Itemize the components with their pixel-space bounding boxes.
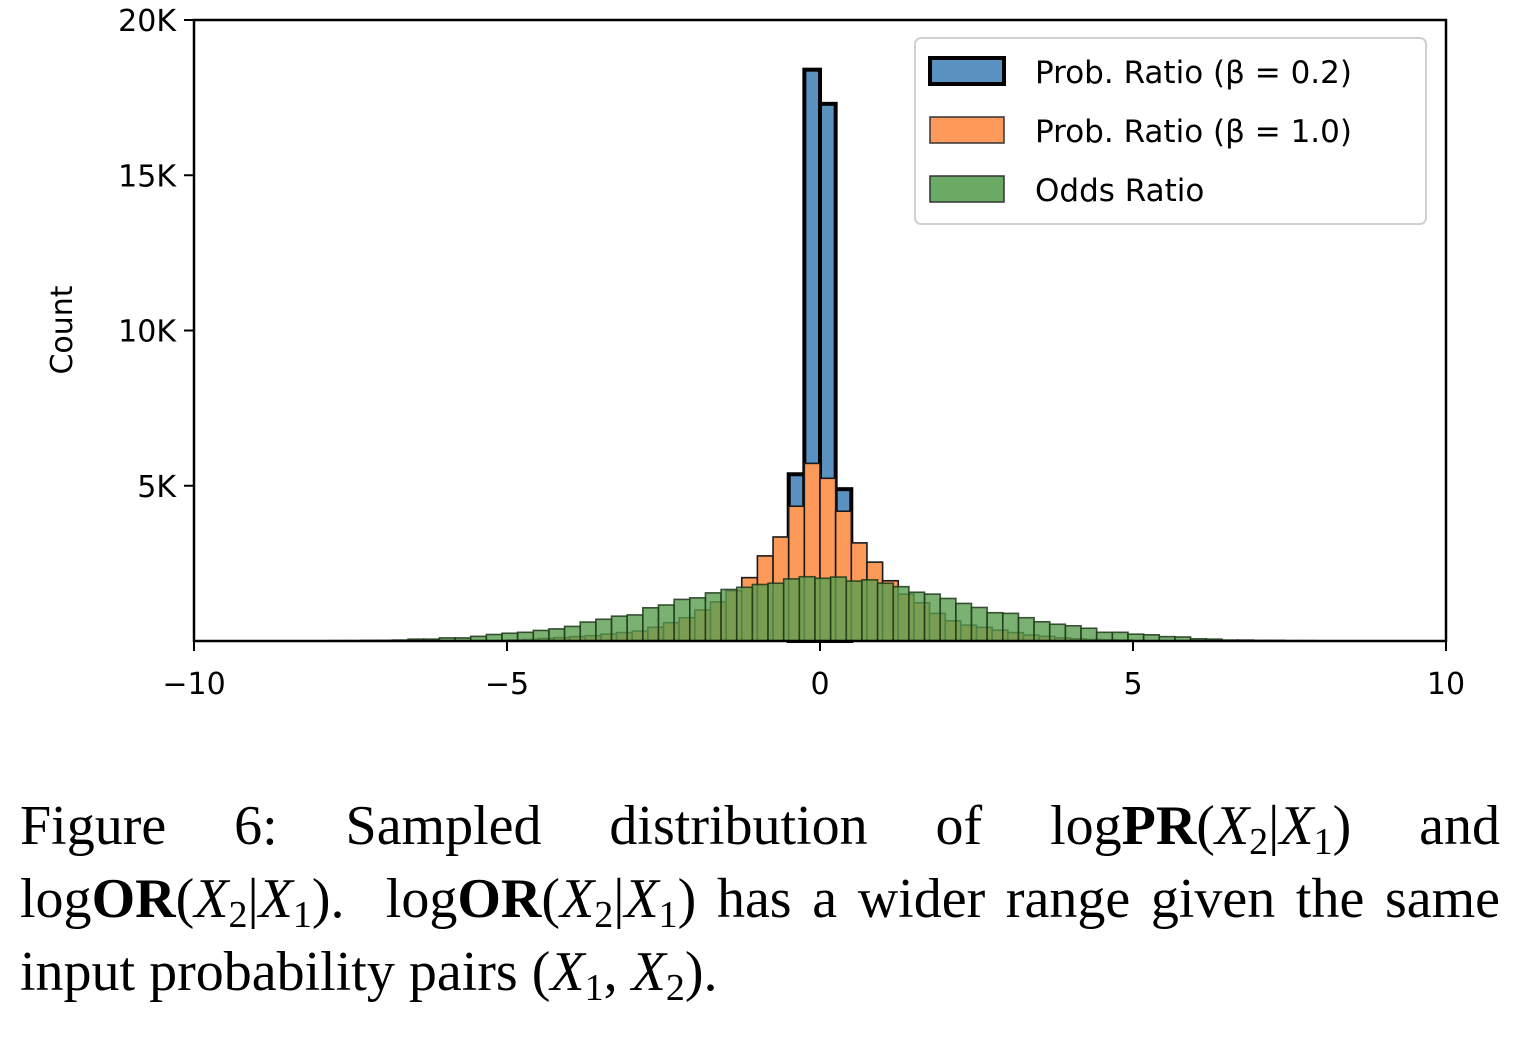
histogram-chart: −10 −5 0 5 10 5K 10K 15K 20K Count Prob. Ratio … (45, 4, 1465, 702)
x-axis: −10 −5 0 5 10 (162, 641, 1465, 702)
sub-2: 2 (594, 894, 614, 936)
x-tick-label: 10 (1427, 667, 1465, 702)
y-tick-label: 5K (137, 470, 177, 505)
comma: , (603, 941, 618, 1003)
x-tick-label: 0 (810, 667, 829, 702)
or-symbol: OR (457, 868, 542, 930)
legend-swatch (929, 175, 1005, 203)
odds-ratio-bar (1001, 612, 1020, 642)
odds-ratio-bar (955, 602, 973, 642)
odds-ratio-bar (735, 586, 754, 642)
legend: Prob. Ratio (β = 0.2) Prob. Ratio (β = 1.… (914, 37, 1427, 225)
odds-ratio-bar (751, 583, 769, 642)
odds-ratio-bar (704, 592, 722, 642)
figure-caption: Figure 6: Sampled distribution of logPR(… (20, 795, 1501, 1009)
sub-1: 1 (292, 894, 312, 936)
odds-ratio-bar (642, 606, 660, 642)
y-tick-label: 10K (118, 315, 177, 350)
odds-ratio-bar (579, 621, 597, 642)
odds-ratio-bar (986, 611, 1004, 642)
y-axis-label: Count (45, 285, 80, 374)
odds-ratio-bar (923, 593, 941, 642)
odds-ratio-bar (814, 577, 832, 642)
odds-ratio-bar (939, 597, 957, 642)
var-x1: X (1279, 795, 1314, 857)
sub-2: 2 (1249, 821, 1269, 863)
legend-frame (914, 37, 1427, 225)
odds-ratio-bar (861, 579, 879, 642)
odds-ratio-bar (563, 625, 582, 642)
legend-label: Prob. Ratio (β = 1.0) (1035, 114, 1352, 150)
caption-text: given the same input probability pairs (20, 868, 1501, 1003)
var-x1: X (550, 941, 585, 1003)
odds-ratio-bar (595, 618, 613, 642)
y-tick-label: 15K (118, 159, 177, 194)
odds-ratio-bar (1111, 631, 1129, 642)
sub-2: 2 (228, 894, 248, 936)
odds-ratio-bars (329, 575, 1317, 642)
odds-ratio-bar (892, 585, 910, 642)
legend-label: Prob. Ratio (β = 0.2) (1035, 55, 1352, 91)
x-tick-label: −5 (485, 667, 529, 702)
odds-ratio-bar (1095, 631, 1114, 642)
odds-ratio-bar (782, 578, 801, 642)
odds-ratio-bar (688, 597, 707, 642)
x-tick-label: 5 (1123, 667, 1142, 702)
y-axis: 5K 10K 15K 20K (118, 4, 194, 505)
odds-ratio-bar (1080, 627, 1098, 642)
odds-ratio-bar (532, 629, 550, 642)
odds-ratio-bar (720, 588, 738, 642)
or-symbol: OR (91, 868, 176, 930)
bar: | (247, 868, 259, 930)
legend-swatch (929, 116, 1005, 144)
odds-ratio-bar (516, 631, 535, 642)
odds-ratio-bar (908, 591, 926, 642)
odds-ratio-bar (1017, 616, 1035, 642)
odds-ratio-bar (610, 615, 628, 642)
odds-ratio-bar (1048, 623, 1067, 642)
var-x2: X (1214, 795, 1250, 857)
caption-and: and (1419, 795, 1501, 857)
var-x1: X (624, 868, 659, 930)
y-tick-label: 20K (118, 4, 177, 39)
odds-ratio-bar (798, 575, 816, 642)
odds-ratio-bar (829, 576, 848, 642)
caption-text: Sampled distribution of (345, 795, 983, 857)
var-x2: X (631, 941, 666, 1003)
legend-swatch (928, 56, 1006, 86)
bar: | (1268, 795, 1280, 857)
odds-ratio-bar (657, 604, 675, 642)
caption-text: has a wider range (716, 868, 1131, 930)
odds-ratio-bar (767, 582, 785, 642)
odds-ratio-bar (1033, 620, 1051, 642)
odds-ratio-bar (626, 614, 644, 642)
period: . (330, 868, 345, 930)
log-symbol: log (20, 868, 92, 930)
odds-ratio-bar (1064, 624, 1082, 642)
sub-1: 1 (584, 967, 604, 1009)
var-x1: X (258, 868, 293, 930)
legend-label: Odds Ratio (1035, 173, 1204, 209)
bar: | (613, 868, 625, 930)
pr-symbol: PR (1121, 795, 1197, 857)
sub-1: 1 (1313, 821, 1333, 863)
log-symbol: log (385, 868, 458, 930)
var-x2: X (560, 868, 595, 930)
caption-label: Figure 6: (20, 795, 278, 857)
x-tick-label: −10 (162, 667, 225, 702)
sub-1: 1 (658, 894, 678, 936)
odds-ratio-bar (970, 606, 988, 642)
var-x2: X (194, 868, 229, 930)
sub-2: 2 (665, 967, 685, 1009)
odds-ratio-bar (845, 580, 863, 642)
odds-ratio-bar (876, 582, 895, 642)
period: . (703, 941, 718, 1003)
odds-ratio-bar (673, 598, 691, 642)
log-symbol: log (1050, 795, 1122, 857)
odds-ratio-bar (548, 628, 566, 642)
